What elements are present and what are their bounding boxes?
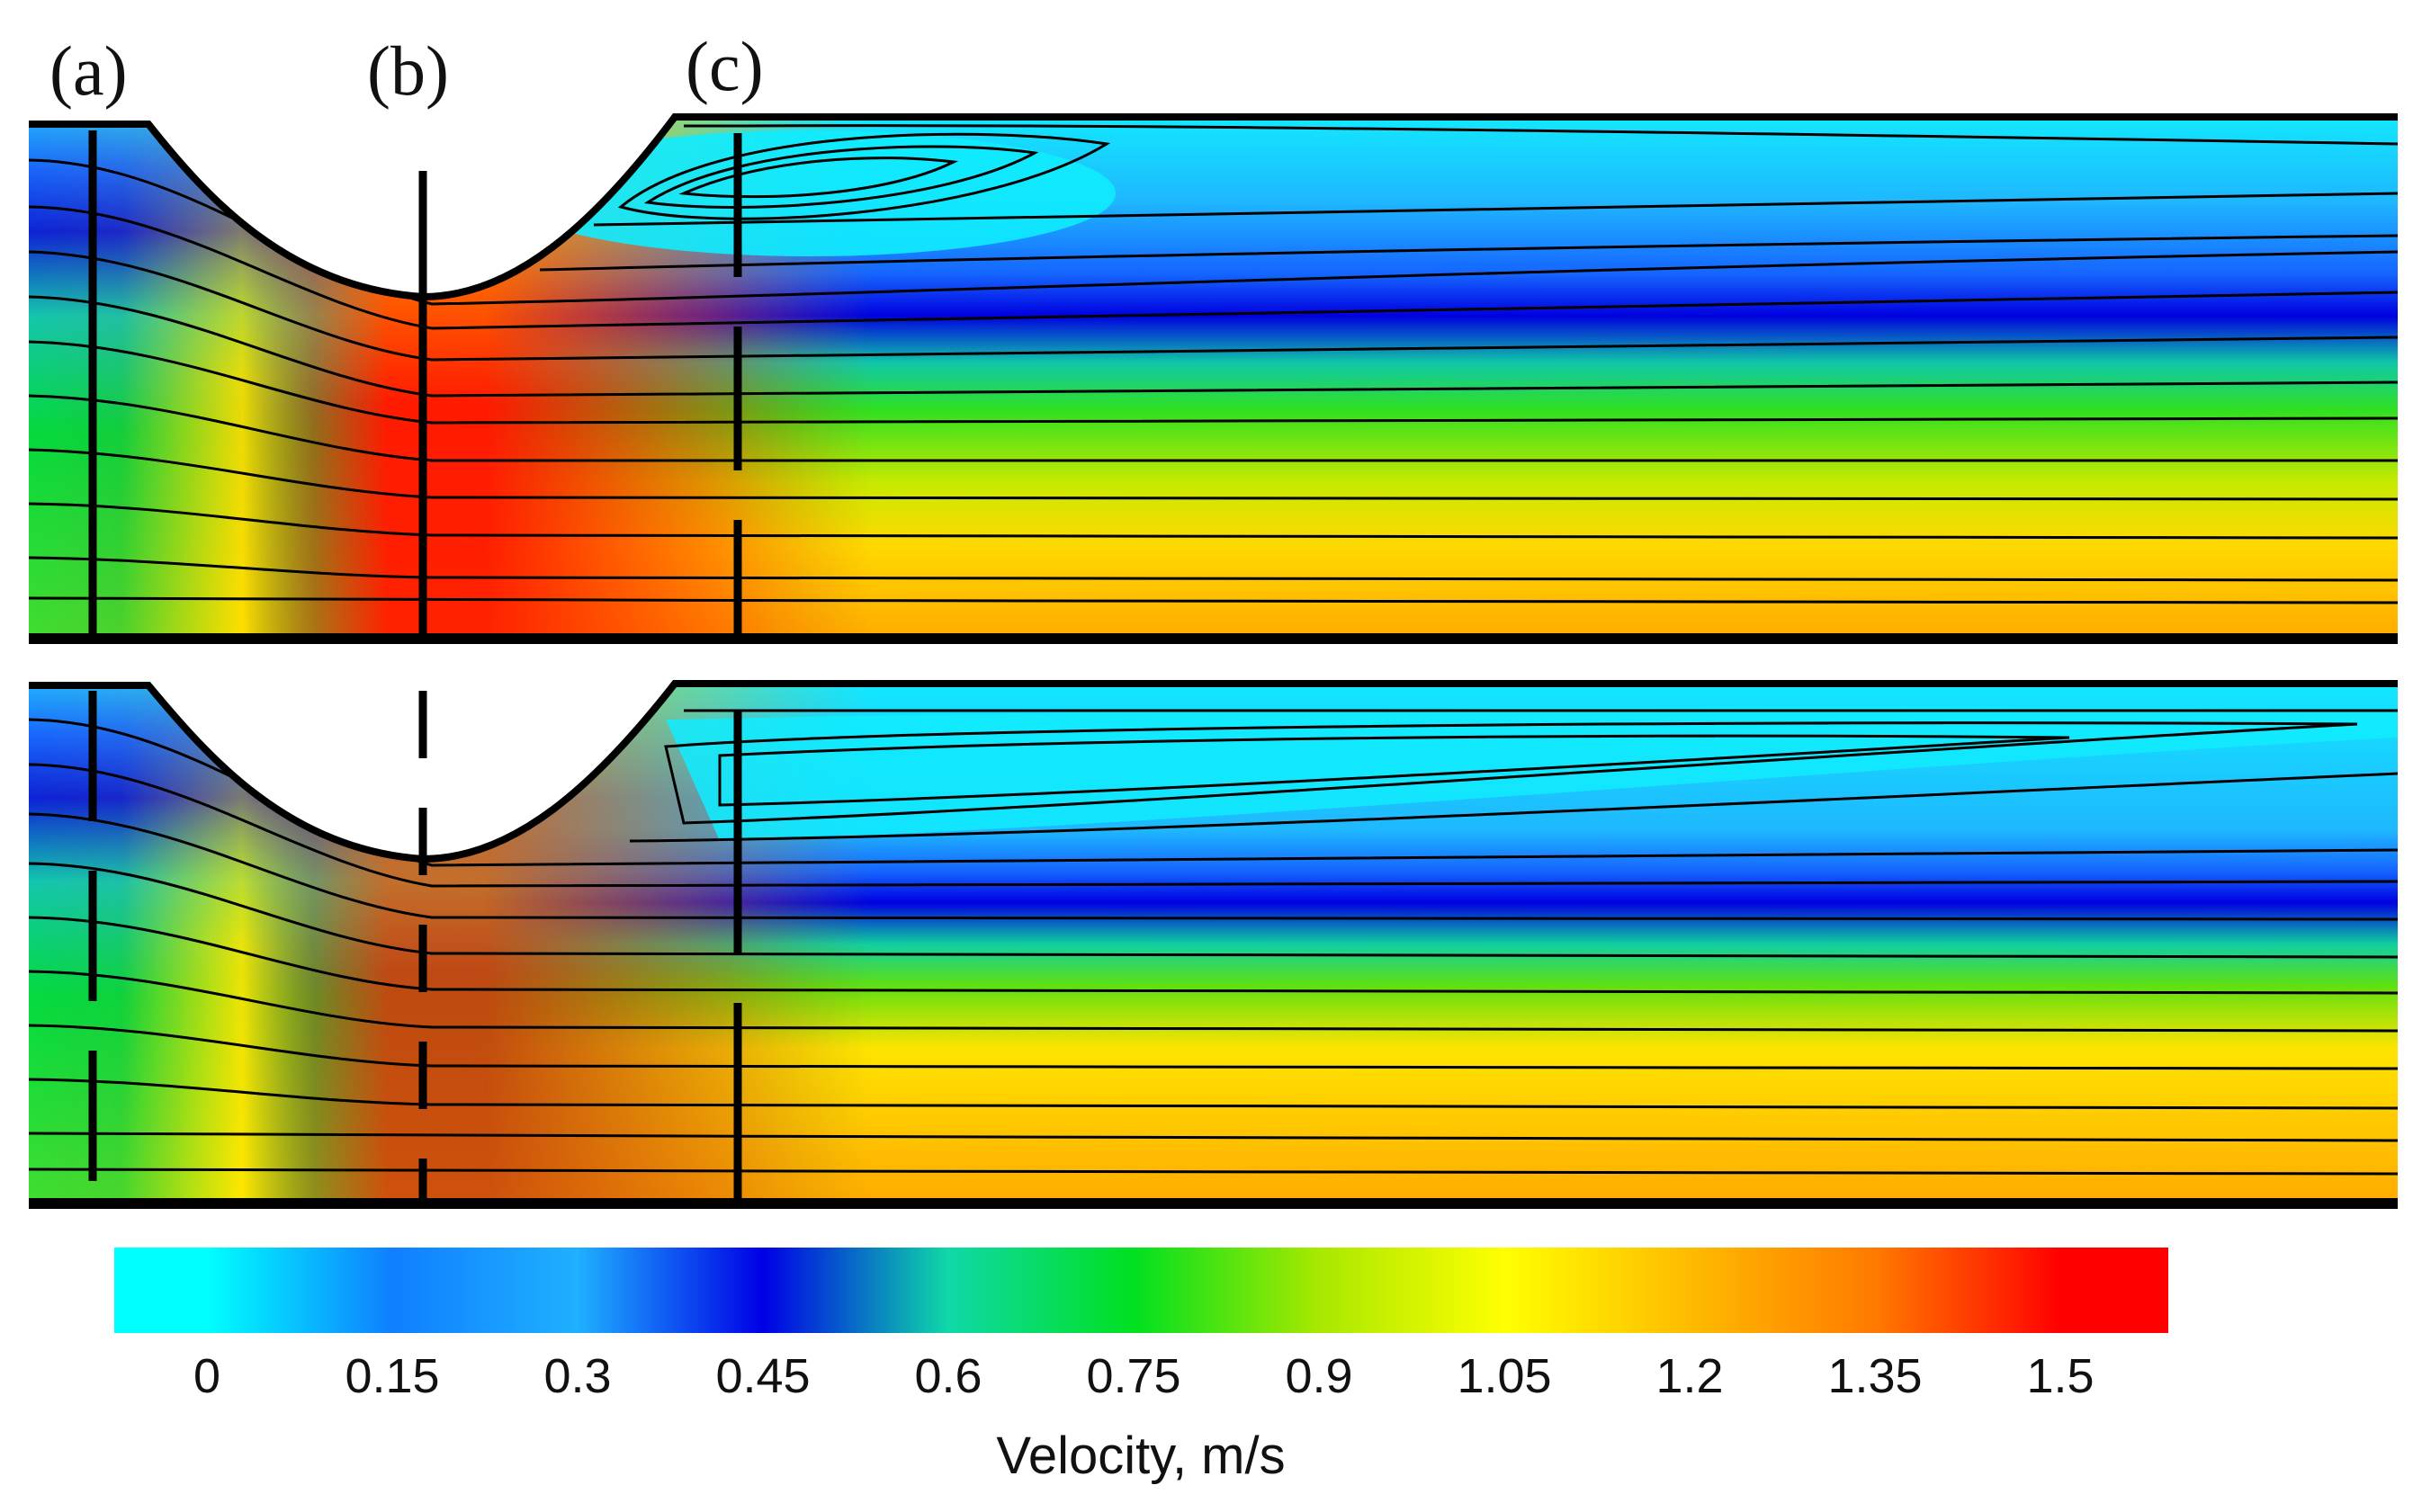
colorbar-tick-label: 0.75 — [1086, 1349, 1180, 1403]
colorbar-tick-label: 0 — [193, 1349, 220, 1403]
colorbar-tick-label: 0.45 — [715, 1349, 810, 1403]
colorbar-tick-label: 0.9 — [1285, 1349, 1352, 1403]
colorbar-tick-label: 0.3 — [543, 1349, 611, 1403]
lower-velocity-field — [29, 684, 2398, 1205]
colorbar-tick-label: 0.6 — [914, 1349, 982, 1403]
colorbar-tick-label: 1.5 — [2026, 1349, 2094, 1403]
colorbar-tick-label: 1.2 — [1655, 1349, 1723, 1403]
colorbar-tick-label: 1.35 — [1827, 1349, 1922, 1403]
colorbar-gradient — [114, 1248, 2168, 1333]
lower-streamlines — [29, 706, 2398, 1176]
section-label-c: (c) — [686, 27, 764, 105]
colorbar-tick-labels: 0 0.15 0.3 0.45 0.6 0.75 0.9 1.05 1.2 1.35 1.5 — [193, 1349, 2095, 1403]
colorbar-tick-label: 0.15 — [345, 1349, 439, 1403]
colorbar-tick-label: 1.05 — [1457, 1349, 1551, 1403]
colorbar-title: Velocity, m/s — [996, 1427, 1285, 1485]
upper-panel — [29, 113, 2398, 644]
section-label-a: (a) — [49, 31, 128, 110]
colorbar: 0 0.15 0.3 0.45 0.6 0.75 0.9 1.05 1.2 1.35 1.5 Vel… — [114, 1248, 2168, 1485]
upper-wall-bottom — [29, 633, 2398, 644]
lower-wall-bottom — [29, 1198, 2398, 1209]
section-labels: (a) (b) (c) — [49, 27, 764, 110]
upper-velocity-field — [29, 117, 2398, 640]
lower-panel — [29, 680, 2398, 1209]
section-label-b: (b) — [367, 31, 449, 110]
